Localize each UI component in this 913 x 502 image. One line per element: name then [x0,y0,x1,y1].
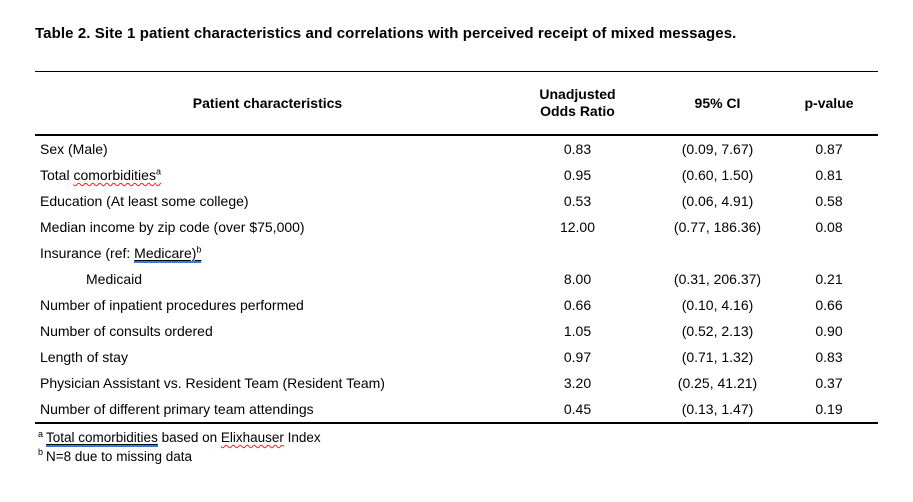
p-value-cell: 0.81 [815,167,843,183]
footnote-a: a Total comorbidities based on Elixhauser… [38,429,913,448]
odds-ratio-cell: 0.45 [500,396,655,424]
footnote-b-marker: b [38,447,44,457]
characteristic-cell: Sex (Male) [40,141,108,157]
reference-category: Medicare) [134,245,197,261]
table-title: Table 2. Site 1 patient characteristics … [35,25,737,42]
misspelled-word: Elixhauser [220,430,284,445]
p-value-cell: 0.37 [815,375,843,391]
table-row: Sex (Male) 0.83 (0.09, 7.67) 0.87 [35,135,878,162]
odds-ratio-cell: 0.83 [563,141,592,157]
table-row: Number of consults ordered 1.05 (0.52, 2… [35,318,878,344]
characteristic-cell: Education (At least some college) [40,193,249,209]
ci-cell: (0.52, 2.13) [681,323,754,339]
characteristic-text: Total [40,167,74,183]
p-value-cell: 0.83 [815,349,843,365]
characteristic-cell: Length of stay [40,349,128,365]
p-value-cell: 0.08 [815,219,843,235]
ci-cell [655,240,780,266]
col-header-odds-ratio: Unadjusted Odds Ratio [500,71,655,136]
table-row: Education (At least some college) 0.53 (… [35,188,878,214]
p-value-cell [780,240,878,266]
characteristic-cell: Number of different primary team attendi… [35,396,500,424]
footnote-a-marker: a [38,428,44,439]
characteristic-cell: Insurance (ref: Medicare)b [35,240,500,266]
col-header-characteristics: Patient characteristics [35,71,500,136]
patient-characteristics-table: Patient characteristics Unadjusted Odds … [35,71,878,424]
odds-ratio-cell: 0.66 [563,297,592,313]
p-value-cell: 0.90 [815,323,843,339]
table-row: Number of different primary team attendi… [35,396,878,424]
footnote-a-text-end: Index [283,430,321,445]
ci-cell: (0.77, 186.36) [673,219,762,235]
p-value-cell: 0.19 [780,396,878,424]
header-row: Patient characteristics Unadjusted Odds … [35,71,878,136]
footnote-marker-b: b [196,244,202,255]
odds-ratio-cell: 1.05 [563,323,592,339]
p-value-cell: 0.21 [815,271,843,287]
odds-ratio-cell: 0.97 [563,349,592,365]
misspelled-word: comorbidities [73,167,156,183]
p-value-cell: 0.58 [815,193,843,209]
characteristic-cell: Medicaid [86,271,143,287]
table-row: Number of inpatient procedures performed… [35,292,878,318]
ci-cell: (0.06, 4.91) [681,193,754,209]
characteristic-cell: Number of consults ordered [40,323,213,339]
footnote-a-text: based on [157,430,221,445]
ci-cell: (0.09, 7.67) [681,141,754,157]
odds-ratio-cell: 0.95 [563,167,592,183]
col-header-odds-ratio-label: Unadjusted Odds Ratio [539,86,616,119]
characteristic-cell: Number of inpatient procedures performed [40,297,304,313]
odds-ratio-cell: 3.20 [563,375,592,391]
table-row: Length of stay 0.97 (0.71, 1.32) 0.83 [35,344,878,370]
p-value-cell: 0.66 [815,297,843,313]
table-row: Total comorbiditiesa 0.95 (0.60, 1.50) 0… [35,162,878,188]
col-header-ci: 95% CI [655,71,780,136]
col-header-p-value: p-value [780,71,878,136]
ci-cell: (0.10, 4.16) [681,297,754,313]
footnote-marker-a: a [155,166,161,177]
ci-cell: (0.60, 1.50) [681,167,754,183]
grammar-underlined-text: Total comorbidities [46,430,158,447]
ci-cell: (0.25, 41.21) [677,375,758,391]
footnote-b: b N=8 due to missing data [38,448,913,467]
table-row: Medicaid 8.00 (0.31, 206.37) 0.21 [35,266,878,292]
characteristic-text: Insurance (ref: [40,245,135,261]
odds-ratio-cell: 0.53 [563,193,592,209]
ci-cell: (0.13, 1.47) [655,396,780,424]
characteristic-cell: Total comorbiditiesa [35,162,500,188]
footnotes: a Total comorbidities based on Elixhauser… [38,429,913,466]
characteristic-cell: Physician Assistant vs. Resident Team (R… [40,375,385,391]
ci-cell: (0.71, 1.32) [681,349,754,365]
odds-ratio-cell [500,240,655,266]
odds-ratio-cell: 12.00 [559,219,596,235]
table-row: Median income by zip code (over $75,000)… [35,214,878,240]
p-value-cell: 0.87 [815,141,843,157]
table-row: Physician Assistant vs. Resident Team (R… [35,370,878,396]
odds-ratio-cell: 8.00 [563,271,592,287]
ci-cell: (0.31, 206.37) [673,271,762,287]
characteristic-cell: Median income by zip code (over $75,000) [40,219,305,235]
footnote-b-text: N=8 due to missing data [46,448,192,464]
spellcheck-underlined-word: comorbiditiesa [73,167,161,183]
grammar-underlined-text: Medicare)b [134,244,202,263]
table-row: Insurance (ref: Medicare)b [35,240,878,266]
